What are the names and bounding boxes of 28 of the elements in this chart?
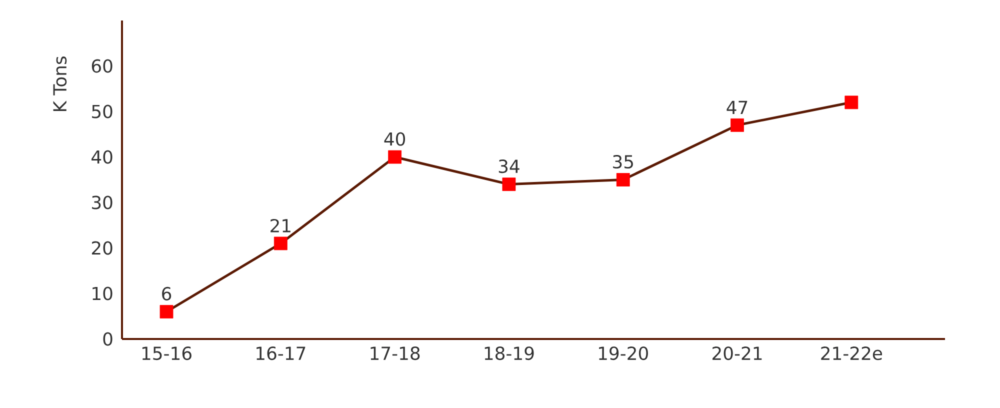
point <box>502 178 516 191</box>
data-label: 34 <box>498 160 520 174</box>
y-tick-label: 40 <box>92 150 112 164</box>
point <box>274 236 288 250</box>
data-label: 40 <box>384 132 406 146</box>
y-tick-label: 30 <box>92 196 112 210</box>
x-tick-label: 21-22e <box>821 346 882 360</box>
y-tick-label: 20 <box>92 241 112 255</box>
point <box>616 173 630 186</box>
x-tick-label: 18-19 <box>484 346 534 360</box>
x-tick-label: 15-16 <box>142 346 192 360</box>
x-tick-label: 19-20 <box>599 346 648 360</box>
y-tick-label: 50 <box>92 104 112 118</box>
y-tick-label: 10 <box>92 286 112 300</box>
data-label: 47 <box>726 100 748 114</box>
y-axis-title: K Tons <box>53 56 67 111</box>
x-tick-label: 20-21 <box>712 346 762 360</box>
data-label: 21 <box>270 218 290 232</box>
data-label: 35 <box>613 154 633 169</box>
data-label: 6 <box>162 286 172 300</box>
point <box>844 96 858 110</box>
y-tick-label: 0 <box>103 332 112 346</box>
point <box>730 118 744 132</box>
x-tick-label: 17-18 <box>370 346 420 360</box>
x-tick-label: 16-17 <box>256 346 306 360</box>
y-tick-label: 60 <box>92 59 112 73</box>
point <box>388 150 402 164</box>
point <box>160 305 174 318</box>
